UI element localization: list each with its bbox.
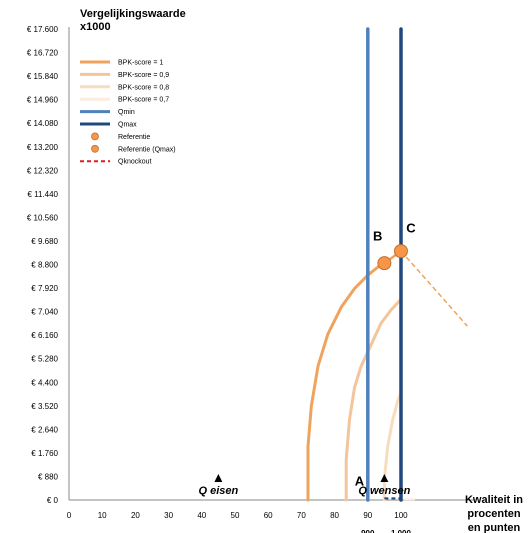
x-tick-label: 30 (164, 511, 173, 520)
y-tick-label: € 7.920 (31, 284, 58, 293)
annotation-layer: B C A Q eisen Q wensen (199, 220, 417, 497)
y-tick-label: € 17.600 (27, 25, 59, 34)
x-tick-label: 10 (98, 511, 107, 520)
x-tick-label: 100 (394, 511, 408, 520)
annotation-label: C (406, 220, 416, 235)
x-axis-title-line1: Kwaliteit in (465, 494, 523, 506)
y-tick-label: € 3.520 (31, 402, 58, 411)
legend-swatch (91, 132, 99, 141)
y-tick-label: € 9.680 (31, 237, 58, 246)
x-tick-labels: 0 10 20 30 40 50 60 70 80 90 100 (67, 511, 408, 520)
annotation-label: B (373, 228, 382, 243)
y-tick-labels: € 0 € 880 € 1.760 € 2.640 € 3.520 € 4.400 € 5.… (27, 25, 59, 505)
y-tick-label: € 12.320 (27, 166, 59, 175)
y-tick-label: € 2.640 (31, 425, 58, 434)
y-axis-title: Vergelijkingswaarde x1000 (80, 8, 186, 33)
legend: BPK-score = 1 BPK-score = 0,9 BPK-score = … (80, 60, 176, 166)
y-tick-label: € 10.560 (27, 213, 59, 222)
arrow-label: Q wensen (358, 485, 410, 497)
qknockout-extension-line (400, 250, 468, 327)
series-layer (306, 27, 468, 502)
x-tick-label: 0 (67, 511, 72, 520)
arrow-label: Q eisen (199, 485, 239, 497)
x-axis-title-line3: en punten (468, 522, 521, 533)
x-tick-label: 50 (231, 511, 240, 520)
x-axis-title-line2: procenten (467, 508, 520, 520)
y-tick-label: € 5.280 (31, 355, 58, 364)
x-tick-label: 20 (131, 511, 140, 520)
y-tick-label: € 14.960 (27, 96, 59, 105)
legend-label: BPK-score = 1 (118, 60, 163, 67)
arrow-up-icon (214, 474, 223, 482)
series-line-2 (344, 297, 403, 502)
y-tick-label: € 880 (38, 472, 59, 481)
y-tick-label: € 13.200 (27, 143, 59, 152)
x-tick-label: 40 (197, 511, 206, 520)
y-axis-title-line2: x1000 (80, 21, 111, 33)
y-axis-title-line1: Vergelijkingswaarde (80, 8, 186, 20)
legend-label: Qmin (118, 109, 135, 116)
secondary-x-label: 1.000 (391, 529, 412, 533)
secondary-x-labels: 900 1.000 (361, 529, 411, 533)
series-line-3 (382, 391, 403, 502)
y-tick-label: € 8.800 (31, 261, 58, 270)
secondary-x-label: 900 (361, 529, 375, 533)
x-tick-label: 90 (363, 511, 372, 520)
annotation-label: A (355, 473, 365, 488)
x-axis-title: Kwaliteit in procenten en punten (465, 494, 523, 533)
y-tick-label: € 1.760 (31, 449, 58, 458)
reference-point-2 (393, 244, 408, 259)
legend-label: BPK-score = 0,9 (118, 72, 169, 79)
legend-label: Qmax (118, 122, 137, 129)
y-tick-label: € 0 (47, 496, 59, 505)
reference-point-1 (377, 256, 392, 271)
legend-label: Referentie (Qmax) (118, 146, 176, 153)
arrow-up-icon (380, 474, 389, 482)
series-line-1 (306, 261, 386, 502)
legend-label: BPK-score = 0,8 (118, 84, 169, 91)
y-tick-label: € 15.840 (27, 72, 59, 81)
marker-layer (377, 244, 408, 271)
y-tick-label: € 4.400 (31, 378, 58, 387)
legend-swatch (91, 144, 99, 153)
x-tick-label: 80 (330, 511, 339, 520)
x-tick-label: 70 (297, 511, 306, 520)
legend-label: BPK-score = 0,7 (118, 97, 169, 104)
y-tick-label: € 7.040 (31, 308, 58, 317)
y-tick-label: € 14.080 (27, 119, 59, 128)
legend-label: Referentie (118, 134, 150, 141)
y-tick-label: € 16.720 (27, 49, 59, 58)
y-tick-label: € 11.440 (27, 190, 58, 199)
y-tick-label: € 6.160 (31, 331, 58, 340)
legend-label: Qknockout (118, 159, 152, 166)
x-tick-label: 60 (264, 511, 273, 520)
